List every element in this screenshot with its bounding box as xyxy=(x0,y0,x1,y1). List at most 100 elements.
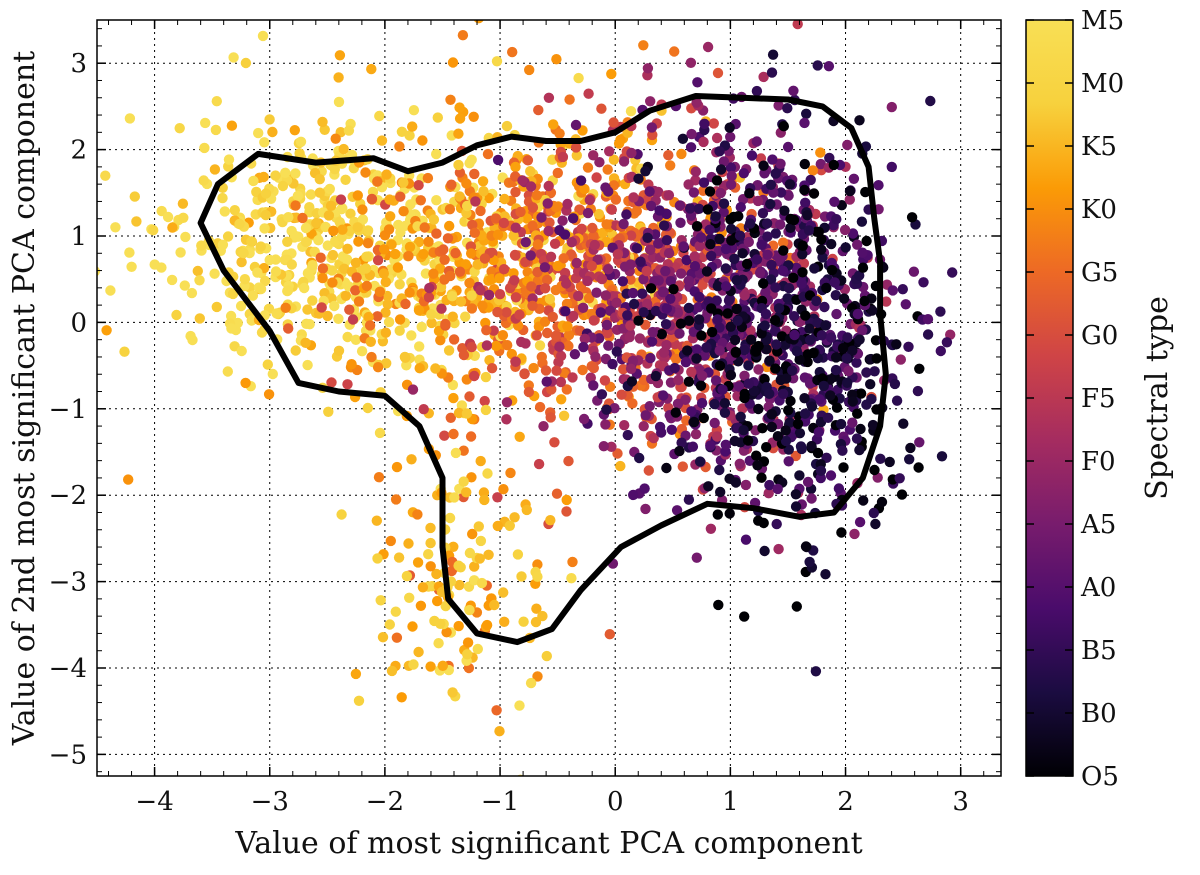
scatter-point xyxy=(353,296,365,307)
scatter-point xyxy=(499,193,510,205)
scatter-point xyxy=(374,110,385,122)
scatter-point xyxy=(898,418,909,429)
scatter-point xyxy=(670,353,682,365)
scatter-point xyxy=(733,381,745,392)
scatter-point xyxy=(283,323,294,334)
scatter-point xyxy=(514,309,525,320)
scatter-point xyxy=(683,302,694,314)
scatter-point xyxy=(531,190,543,201)
scatter-point xyxy=(726,223,737,235)
scatter-point xyxy=(543,180,554,192)
scatter-point xyxy=(650,370,662,382)
scatter-point xyxy=(323,406,334,417)
scatter-point xyxy=(360,263,372,274)
scatter-point xyxy=(812,317,823,328)
scatter-point xyxy=(602,327,613,339)
scatter-point xyxy=(222,366,233,377)
scatter-point xyxy=(683,275,694,286)
scatter-point xyxy=(771,518,782,530)
scatter-point xyxy=(726,170,737,182)
scatter-point xyxy=(283,212,294,223)
scatter-point xyxy=(690,429,702,440)
scatter-point xyxy=(260,209,271,221)
scatter-point xyxy=(596,273,608,285)
scatter-point xyxy=(841,353,852,364)
scatter-point xyxy=(435,618,446,629)
scatter-point xyxy=(124,247,135,258)
scatter-point xyxy=(566,573,577,584)
scatter-point xyxy=(802,476,814,488)
scatter-point xyxy=(418,404,429,415)
scatter-point xyxy=(625,230,637,241)
scatter-point xyxy=(475,205,486,217)
scatter-point xyxy=(913,462,924,473)
scatter-point xyxy=(588,150,599,161)
scatter-point xyxy=(843,365,854,377)
scatter-point xyxy=(645,283,657,294)
scatter-point xyxy=(935,306,946,317)
scatter-point xyxy=(658,390,669,401)
scatter-point xyxy=(448,392,459,404)
scatter-point xyxy=(645,244,656,255)
scatter-point xyxy=(234,218,245,230)
scatter-point xyxy=(538,421,549,432)
scatter-point xyxy=(791,346,802,357)
scatter-point xyxy=(600,290,611,301)
scatter-point xyxy=(762,231,773,242)
scatter-point xyxy=(322,310,333,322)
scatter-point xyxy=(631,243,643,254)
colorbar-tick-label: K0 xyxy=(1081,195,1117,225)
scatter-point xyxy=(352,222,363,233)
scatter-point xyxy=(223,154,235,165)
scatter-point xyxy=(426,309,437,320)
scatter-point xyxy=(557,215,568,226)
scatter-point xyxy=(156,262,167,273)
scatter-point xyxy=(333,72,344,83)
scatter-point xyxy=(525,181,537,192)
scatter-point xyxy=(675,268,687,279)
scatter-point xyxy=(847,417,858,428)
scatter-point xyxy=(740,534,752,545)
scatter-point xyxy=(430,363,441,374)
scatter-point xyxy=(372,255,384,266)
scatter-point xyxy=(333,345,345,356)
scatter-point xyxy=(547,311,558,323)
scatter-point xyxy=(712,431,723,442)
scatter-point xyxy=(739,611,750,622)
scatter-point xyxy=(784,417,795,428)
scatter-point xyxy=(555,376,567,388)
scatter-point xyxy=(766,409,778,420)
scatter-point xyxy=(418,248,429,260)
scatter-point xyxy=(677,461,688,472)
scatter-point xyxy=(403,250,414,262)
scatter-point xyxy=(783,444,794,455)
scatter-point xyxy=(385,535,396,547)
scatter-point xyxy=(394,141,405,152)
scatter-point xyxy=(342,379,353,390)
scatter-point xyxy=(304,202,315,213)
scatter-point xyxy=(327,277,338,288)
scatter-point xyxy=(366,351,377,363)
scatter-point xyxy=(563,455,574,467)
scatter-point xyxy=(653,238,664,249)
scatter-point xyxy=(341,254,353,265)
scatter-point xyxy=(720,439,731,450)
scatter-point xyxy=(847,396,858,407)
scatter-point xyxy=(790,501,802,512)
scatter-point xyxy=(110,222,121,233)
scatter-point xyxy=(756,472,767,483)
colorbar-tick-label: F5 xyxy=(1081,384,1116,414)
scatter-point xyxy=(361,251,372,262)
scatter-point xyxy=(539,316,551,327)
scatter-point xyxy=(905,442,916,454)
scatter-point xyxy=(617,276,628,287)
scatter-point xyxy=(867,419,879,431)
scatter-point xyxy=(561,506,572,517)
scatter-point xyxy=(194,275,205,286)
scatter-point xyxy=(714,233,725,245)
scatter-point xyxy=(226,323,237,334)
scatter-point xyxy=(637,288,648,299)
scatter-point xyxy=(444,204,456,215)
scatter-point xyxy=(347,314,359,325)
scatter-point xyxy=(666,332,677,343)
